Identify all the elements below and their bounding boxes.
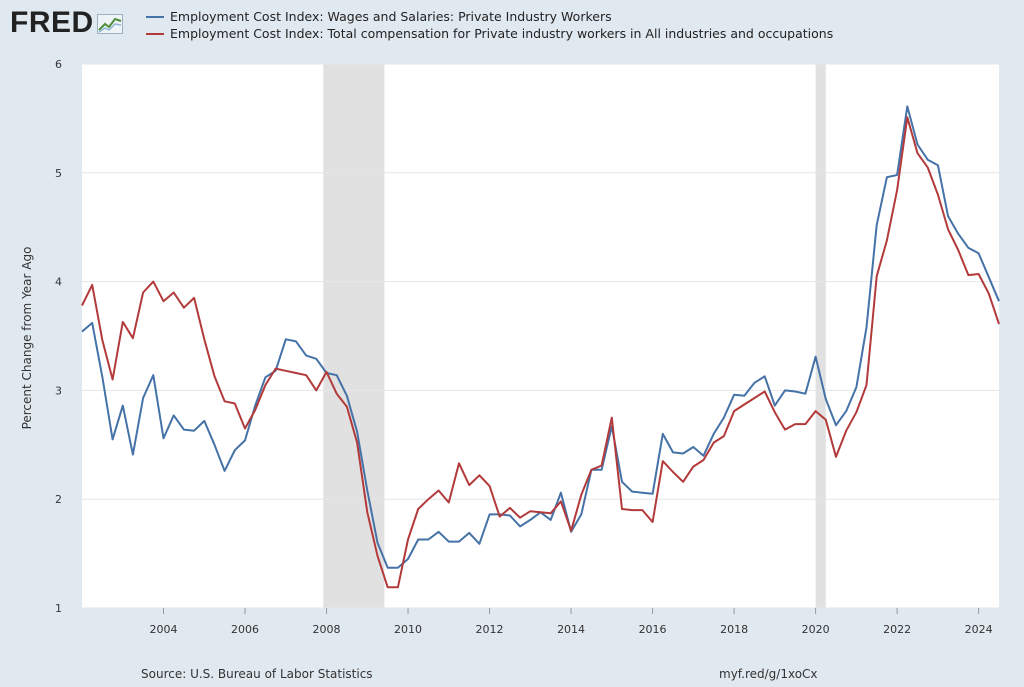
y-tick-label: 1 [55,602,62,615]
series-lines [81,105,1000,589]
x-tick-label: 2024 [965,623,993,636]
gridlines [82,63,999,609]
source-note: Source: U.S. Bureau of Labor Statistics [141,667,373,681]
x-tick-label: 2022 [883,623,911,636]
y-tick-label: 5 [55,167,62,180]
y-tick-label: 3 [55,384,62,397]
legend-swatch-compensation [146,32,164,35]
x-axis-ticks: 2004 2006 2008 2010 2012 2014 2016 2018 2020 2022… [150,608,993,636]
plot-area [82,64,999,608]
x-tick-label: 2020 [802,623,830,636]
chart-line-icon [96,14,123,34]
x-tick-label: 2010 [394,623,422,636]
x-tick-label: 2006 [231,623,259,636]
series-line-compensation[interactable] [81,116,1000,589]
x-tick-label: 2004 [150,623,178,636]
legend-label-compensation: Employment Cost Index: Total compensatio… [170,26,834,41]
recession-band [815,64,826,608]
x-tick-label: 2008 [313,623,341,636]
y-tick-label: 2 [55,493,62,506]
x-tick-label: 2014 [557,623,585,636]
recession-bands [323,64,826,608]
recession-band [323,64,385,608]
x-tick-label: 2016 [639,623,667,636]
legend-item-compensation[interactable]: Employment Cost Index: Total compensatio… [146,25,833,42]
y-tick-label: 6 [55,58,62,71]
y-tick-label: 4 [55,276,62,289]
x-tick-label: 2012 [476,623,504,636]
x-tick-label: 2018 [720,623,748,636]
short-url[interactable]: myf.red/g/1xoCx [719,667,818,681]
y-axis-ticks: 1 2 3 4 5 6 [55,58,62,615]
fred-logo[interactable]: FRED [10,5,123,41]
chart-legend: Employment Cost Index: Wages and Salarie… [146,8,833,42]
legend-item-wages[interactable]: Employment Cost Index: Wages and Salarie… [146,8,833,25]
legend-label-wages: Employment Cost Index: Wages and Salarie… [170,9,612,24]
legend-swatch-wages [146,15,164,18]
fred-logo-text: FRED [10,6,94,39]
